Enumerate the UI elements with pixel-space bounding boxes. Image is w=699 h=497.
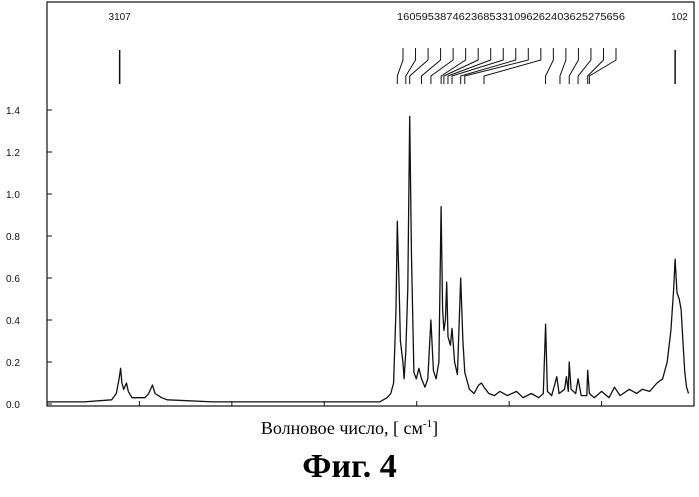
y-tick-label: 0.2 bbox=[6, 358, 20, 369]
x-axis-label-close: ] bbox=[432, 418, 438, 438]
y-tick-label: 1.2 bbox=[6, 148, 20, 159]
figure-caption: Фиг. 4 bbox=[0, 448, 699, 486]
y-tick-label: 1.4 bbox=[6, 106, 20, 117]
peak-marker bbox=[431, 48, 453, 84]
peak-marker bbox=[406, 48, 416, 84]
plot-frame bbox=[47, 2, 694, 406]
ir-spectrum-chart: 3107 160595387462368533109626240362527565… bbox=[0, 0, 699, 410]
peak-label: 1605953874623685331096262403625275656 bbox=[397, 12, 625, 23]
y-tick-label: 0.4 bbox=[6, 316, 20, 327]
y-tick-label: 0.6 bbox=[6, 274, 20, 285]
peak-labels: 3107 160595387462368533109626240362527565… bbox=[109, 12, 689, 23]
peak-label: 102 bbox=[671, 12, 688, 23]
peak-marker bbox=[461, 48, 516, 84]
peak-markers bbox=[120, 48, 675, 84]
peak-marker bbox=[484, 48, 541, 84]
y-axis: 0.0 0.2 0.4 0.6 0.8 1.0 1.2 1.4 bbox=[6, 106, 52, 410]
spectrum-line bbox=[47, 116, 689, 402]
y-tick-label: 0.8 bbox=[6, 232, 20, 243]
y-tick-label: 1.0 bbox=[6, 190, 20, 201]
peak-marker bbox=[397, 48, 403, 84]
x-axis-label-exponent: -1 bbox=[423, 418, 432, 430]
x-axis-label: Волновое число, [ см-1] bbox=[0, 418, 699, 439]
peak-marker bbox=[560, 48, 566, 84]
y-tick-label: 0.0 bbox=[6, 400, 20, 410]
peak-marker bbox=[589, 48, 616, 84]
peak-marker bbox=[588, 48, 604, 84]
peak-marker bbox=[546, 48, 554, 84]
x-axis-label-text: Волновое число, [ см bbox=[261, 418, 423, 438]
peak-label: 3107 bbox=[109, 12, 132, 23]
peak-marker bbox=[569, 48, 578, 84]
